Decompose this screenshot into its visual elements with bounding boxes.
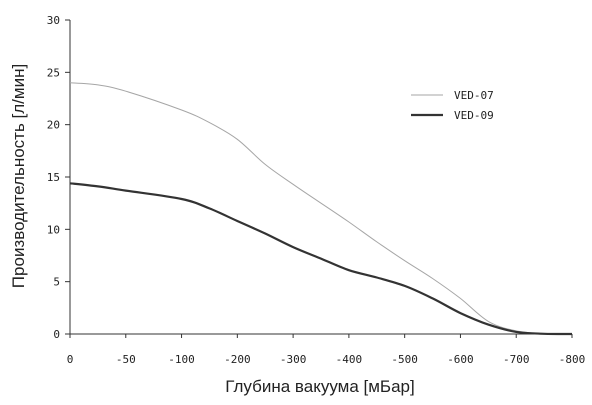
x-tick-label: -50: [116, 353, 136, 366]
tick-labels: 0 5 10 15 20 25 30 0 -50 -100 -200 -300 -400 -500 -600…: [47, 14, 586, 366]
series-lines: [69, 82, 573, 336]
y-tick-label: 20: [47, 119, 60, 132]
y-tick-label: 15: [47, 171, 60, 184]
x-tick-label: -400: [336, 353, 363, 366]
x-tick-label: -700: [503, 353, 530, 366]
y-tick-label: 10: [47, 223, 60, 236]
x-tick-label: -200: [224, 353, 251, 366]
x-tick-label: -300: [280, 353, 307, 366]
y-tick-label: 0: [53, 328, 60, 341]
x-tick-label: -100: [168, 353, 195, 366]
series-line-ved-07: [69, 82, 573, 335]
series-line-ved-09: [69, 182, 573, 336]
x-tick-label: -600: [447, 353, 474, 366]
x-tick-label: -500: [391, 353, 418, 366]
x-tick-label: 0: [67, 353, 74, 366]
y-tick-label: 25: [47, 66, 60, 79]
legend: VED-07 VED-09: [411, 89, 494, 122]
y-tick-label: 30: [47, 14, 60, 27]
y-axis-title: Производительность [л/мин]: [9, 64, 28, 288]
axes: [65, 19, 573, 338]
legend-label: VED-09: [454, 109, 494, 122]
x-axis-title: Глубина вакуума [мБар]: [225, 377, 414, 396]
legend-label: VED-07: [454, 89, 494, 102]
x-tick-label: -800: [559, 353, 586, 366]
y-tick-label: 5: [53, 276, 60, 289]
